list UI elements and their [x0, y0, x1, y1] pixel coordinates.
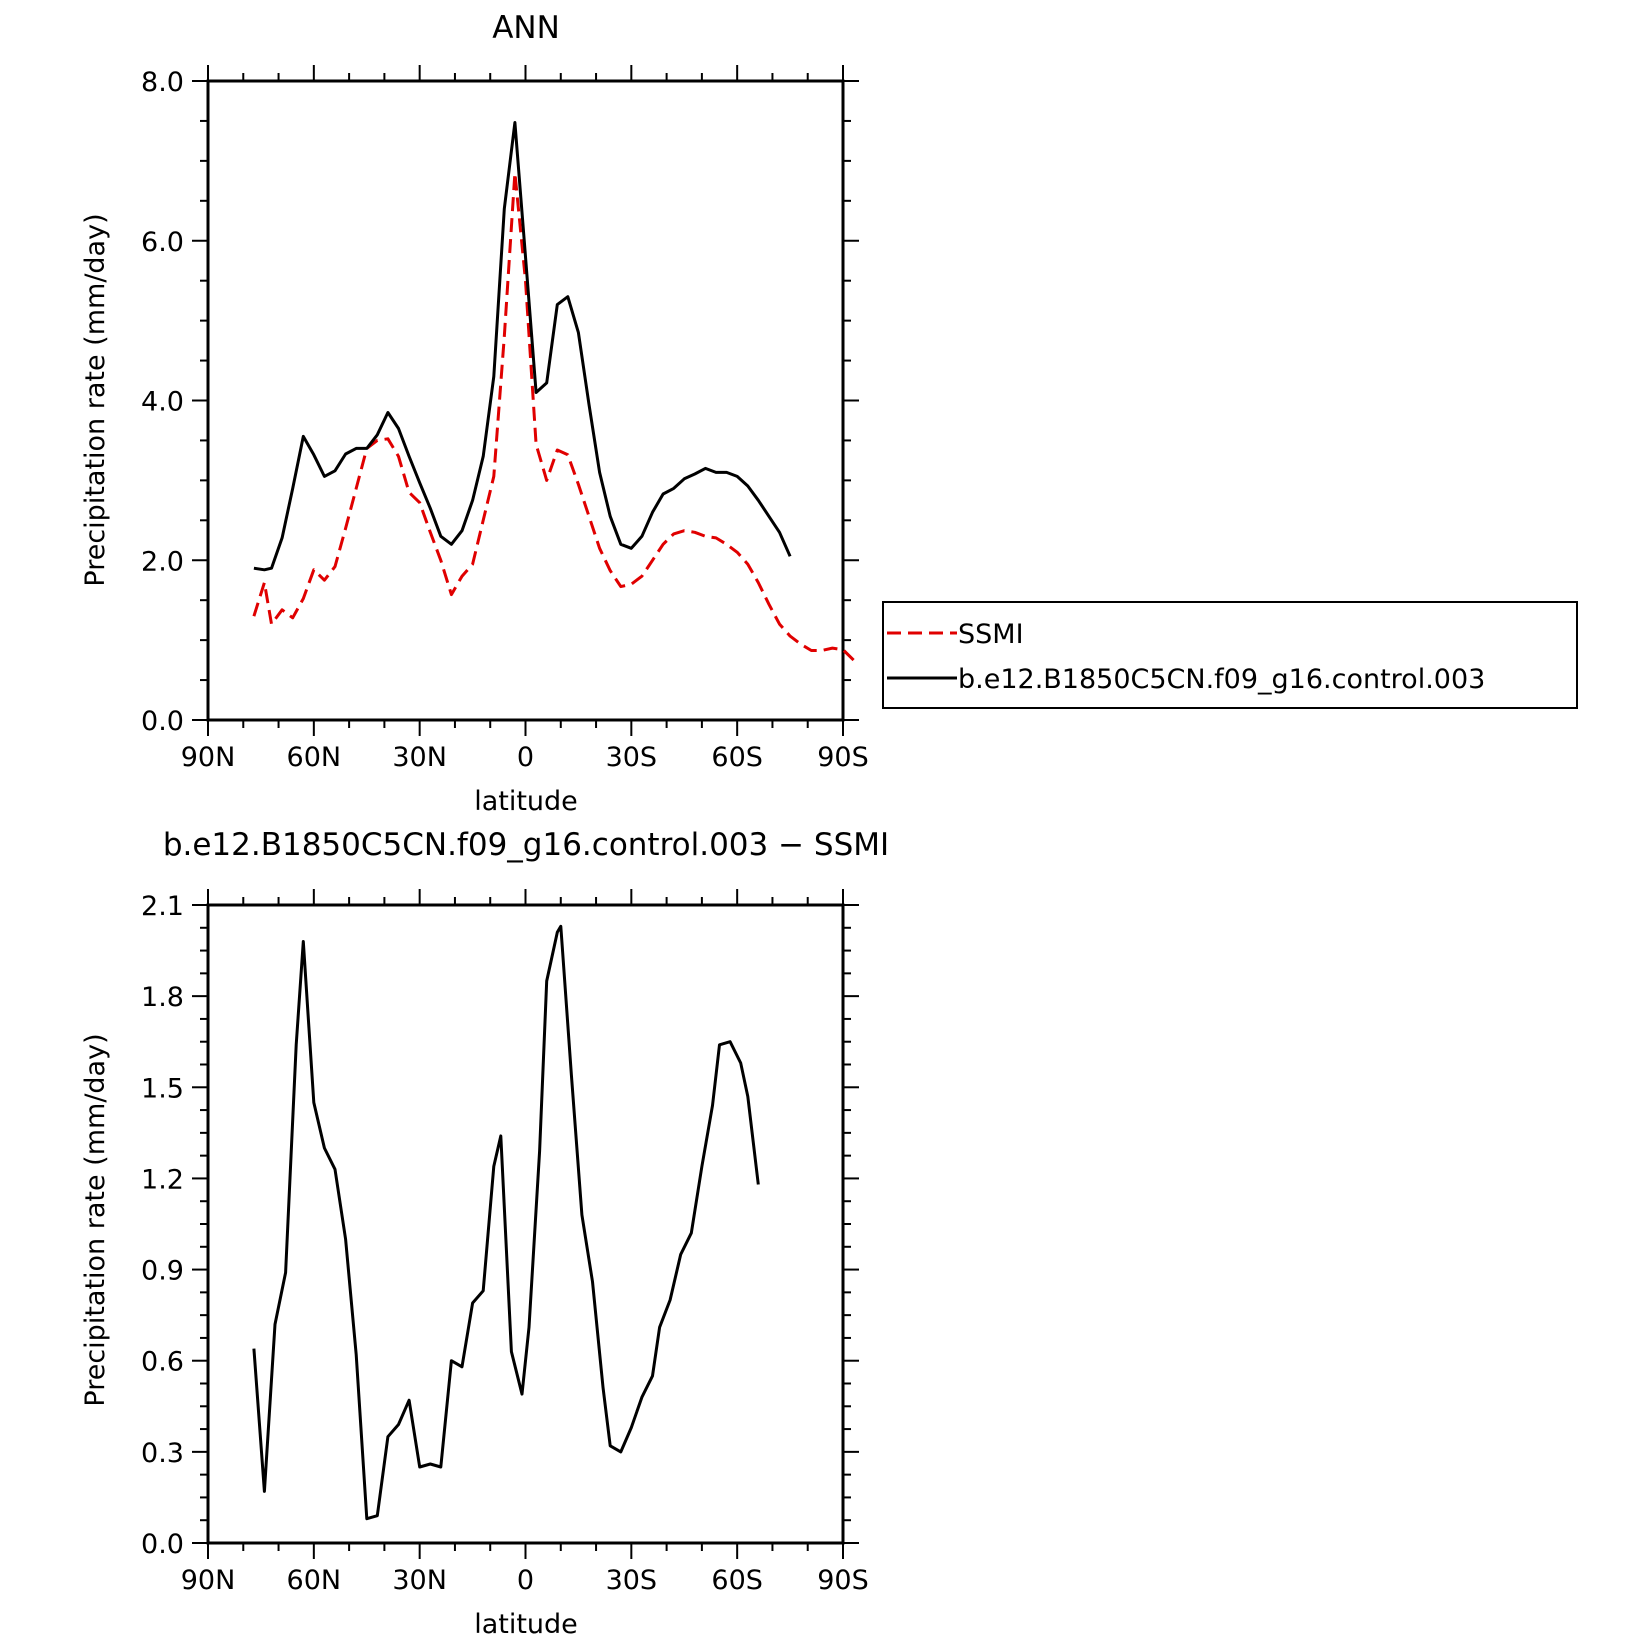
bottom-x-tick-label: 30S [606, 1565, 658, 1596]
top-x-tick-label: 60S [711, 742, 763, 773]
top-panel-ann: ANN 0.0 2.0 4.0 6.0 8.0 90N 60N 30N 0 30S 60S 90S l… [80, 10, 869, 817]
bottom-x-tick-label: 60S [711, 1565, 763, 1596]
top-x-axis-label: latitude [474, 786, 578, 817]
top-x-tick-label: 60N [287, 742, 342, 773]
bottom-y-tick-label: 0.3 [141, 1438, 184, 1469]
bottom-y-tick-label: 1.2 [141, 1164, 184, 1195]
top-y-tick-label: 6.0 [141, 227, 184, 258]
top-plot-frame [206, 79, 845, 722]
top-x-tick-label: 30S [606, 742, 658, 773]
bottom-chart-title: b.e12.B1850C5CN.f09_g16.control.003 − SS… [163, 827, 889, 863]
bottom-x-tick-label: 90N [181, 1565, 236, 1596]
top-x-tick-label: 30N [392, 742, 447, 773]
top-series-line-1 [253, 121, 792, 572]
top-x-tick-label: 90S [817, 742, 869, 773]
bottom-x-tick-label: 30N [392, 1565, 447, 1596]
bottom-x-tick-label: 60N [287, 1565, 342, 1596]
top-x-tick-label: 90N [181, 742, 236, 773]
bottom-y-tick-label: 0.9 [141, 1256, 184, 1287]
top-x-tick-label: 0 [517, 742, 534, 773]
top-plot-area: 0.0 2.0 4.0 6.0 8.0 90N 60N 30N 0 30S 60S 90S [141, 65, 869, 773]
bottom-plot-area: 0.0 0.3 0.6 0.9 1.2 1.5 1.8 2.1 90N 60N 30N 0 30S 60S… [141, 889, 869, 1596]
bottom-panel-difference: b.e12.B1850C5CN.f09_g16.control.003 − SS… [80, 827, 889, 1640]
top-y-tick-label: 0.0 [141, 706, 184, 737]
top-series-line-0 [252, 171, 855, 662]
bottom-x-tick-label: 0 [517, 1565, 534, 1596]
top-y-tick-label: 8.0 [141, 67, 184, 98]
bottom-y-tick-label: 1.5 [141, 1073, 184, 1104]
bottom-x-axis-label: latitude [474, 1609, 578, 1640]
bottom-y-tick-label: 0.6 [141, 1347, 184, 1378]
top-y-tick-label: 2.0 [141, 546, 184, 577]
legend-box [882, 601, 1578, 709]
bottom-y-tick-label: 0.0 [141, 1529, 184, 1560]
top-chart-title: ANN [492, 10, 560, 46]
top-y-tick-label: 4.0 [141, 387, 184, 418]
legend-label-ssmi: SSMI [958, 619, 1024, 650]
bottom-y-axis-label: Precipitation rate (mm/day) [80, 1033, 111, 1406]
bottom-y-tick-label: 2.1 [141, 891, 184, 922]
legend-label-model: b.e12.B1850C5CN.f09_g16.control.003 [958, 664, 1485, 695]
top-y-axis-label: Precipitation rate (mm/day) [80, 213, 111, 586]
bottom-plot-frame [206, 903, 845, 1545]
legend: SSMI b.e12.B1850C5CN.f09_g16.control.003 [882, 601, 1578, 709]
bottom-x-tick-label: 90S [817, 1565, 869, 1596]
bottom-y-tick-label: 1.8 [141, 982, 184, 1013]
bottom-series-line-0 [252, 924, 760, 1521]
